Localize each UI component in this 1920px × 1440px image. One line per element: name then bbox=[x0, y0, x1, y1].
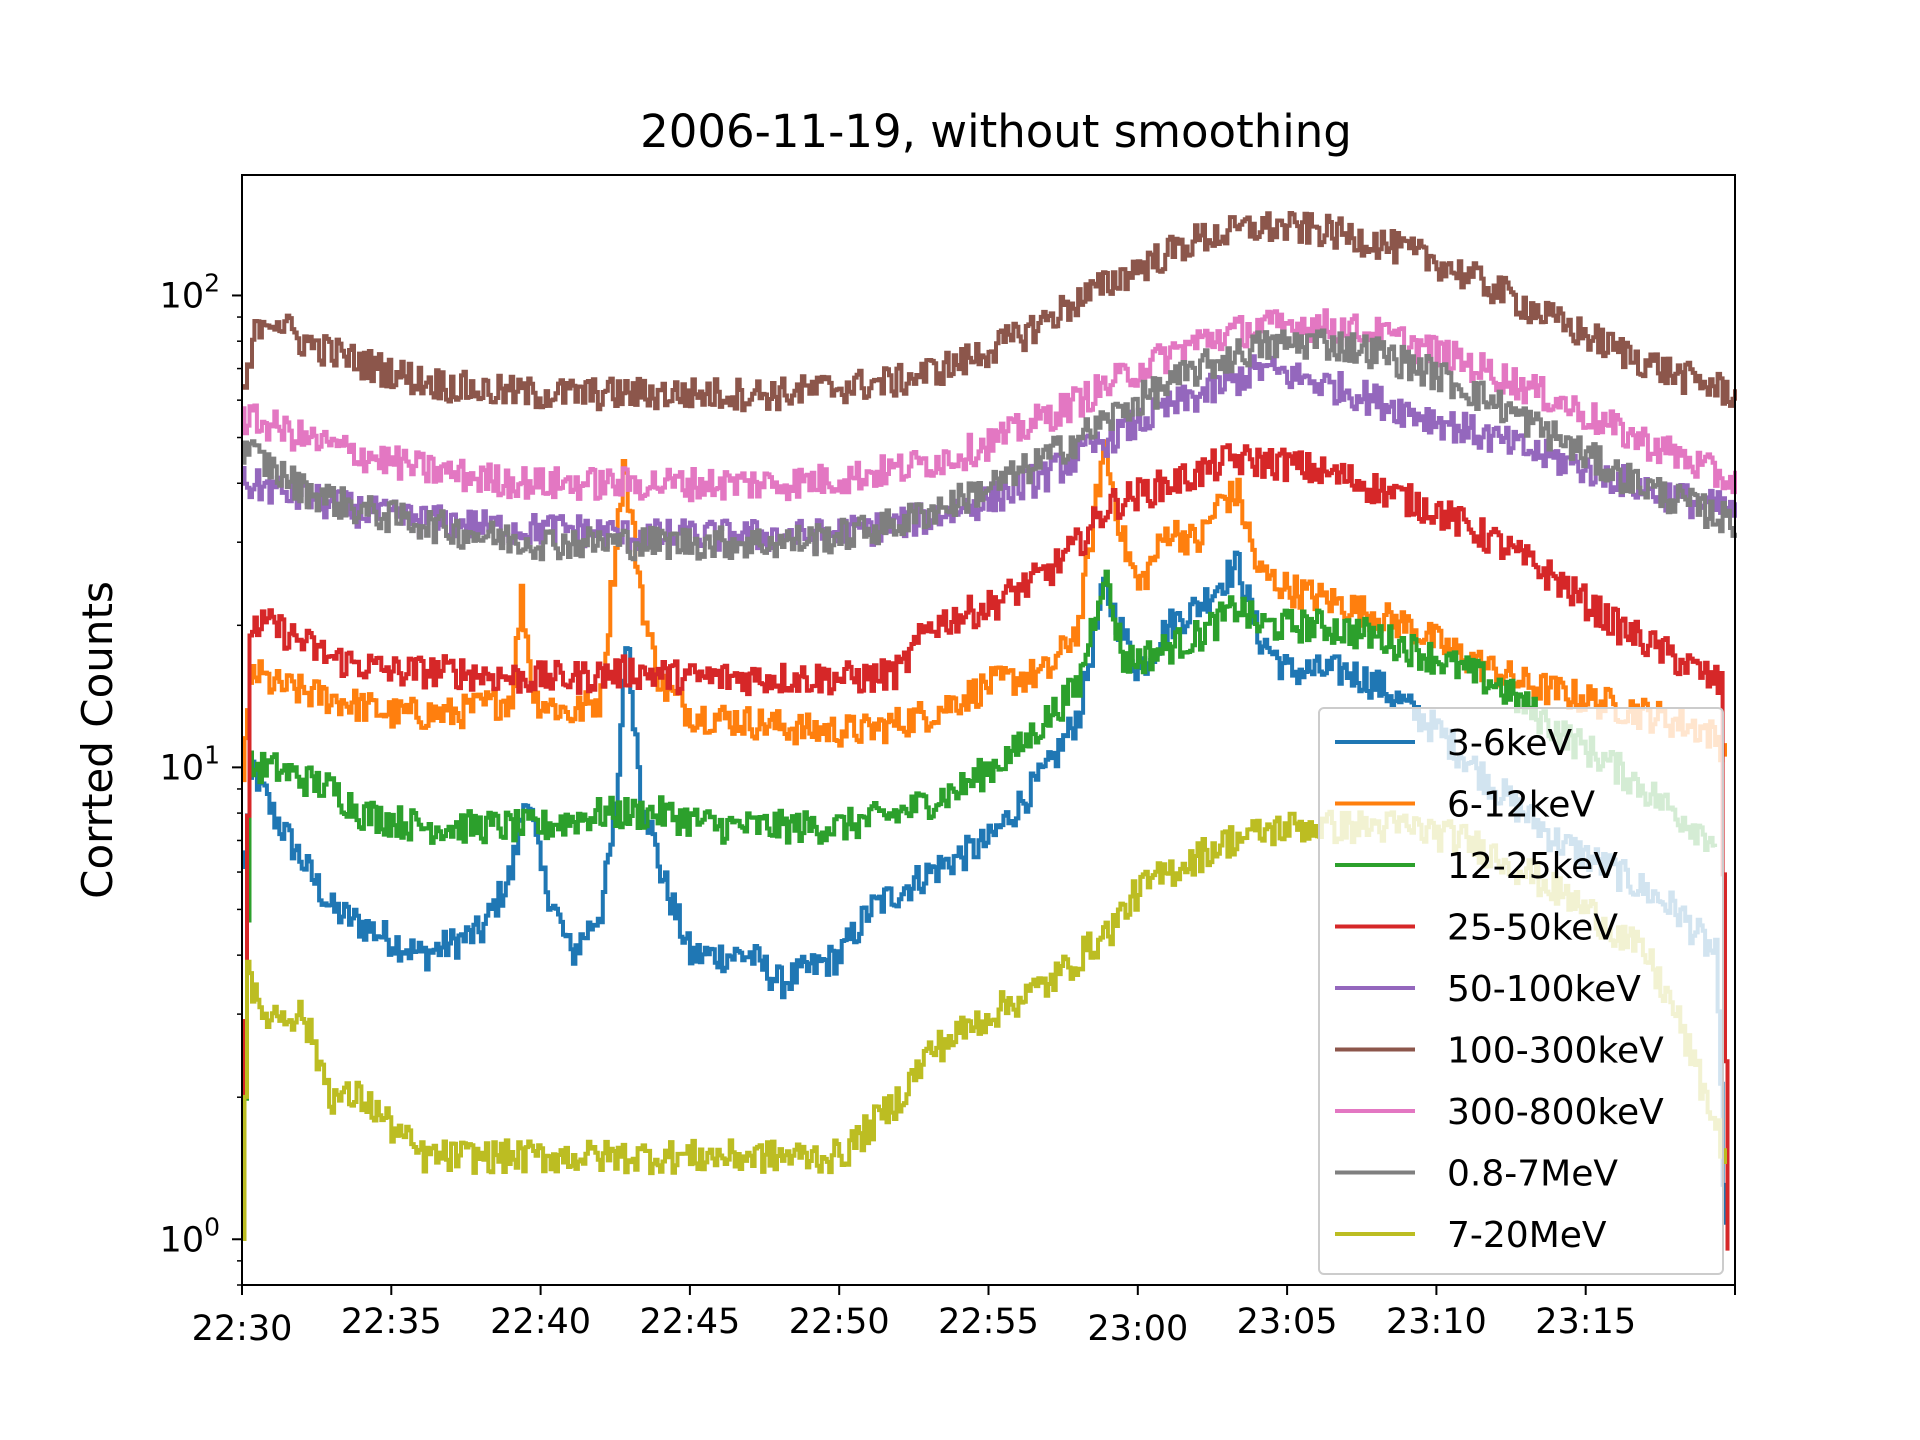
legend-label: 3-6keV bbox=[1447, 723, 1573, 764]
x-tick-label: 23:10 bbox=[1386, 1302, 1487, 1342]
x-tick-label: 22:30 bbox=[192, 1309, 293, 1349]
legend-label: 0.8-7MeV bbox=[1447, 1154, 1618, 1195]
series-line-12-25keV bbox=[242, 569, 1718, 1230]
legend-label: 300-800keV bbox=[1447, 1092, 1664, 1133]
x-tick-label: 22:35 bbox=[341, 1302, 442, 1342]
y-tick-label: 100 bbox=[160, 1212, 220, 1260]
y-tick-label: 101 bbox=[160, 740, 220, 788]
series-layer bbox=[242, 211, 1737, 1251]
x-tick-label: 22:55 bbox=[938, 1302, 1039, 1342]
series-line-25-50keV bbox=[242, 443, 1730, 1251]
series-line-300-800keV bbox=[242, 308, 1737, 503]
legend-label: 100-300keV bbox=[1447, 1031, 1664, 1072]
x-tick-label: 22:45 bbox=[639, 1302, 740, 1342]
y-tick-label: 102 bbox=[160, 268, 220, 316]
x-tick-label: 22:50 bbox=[789, 1302, 890, 1342]
legend-label: 6-12keV bbox=[1447, 785, 1595, 826]
x-tick-label: 22:40 bbox=[490, 1302, 591, 1342]
series-line-50-100keV bbox=[242, 354, 1737, 554]
chart-title: 2006-11-19, without smoothing bbox=[640, 105, 1352, 158]
x-tick-label: 23:05 bbox=[1237, 1302, 1338, 1342]
series-line-0.8-7MeV bbox=[242, 328, 1737, 562]
x-tick-label: 23:15 bbox=[1535, 1302, 1636, 1342]
y-axis: 100 101 102 bbox=[160, 268, 242, 1286]
series-line-6-12keV bbox=[242, 439, 1727, 783]
x-tick-label: 23:00 bbox=[1087, 1309, 1188, 1349]
x-axis: 22:30 22:35 22:40 22:45 22:50 22:55 23:00 23:05… bbox=[192, 1285, 1736, 1349]
legend-label: 7-20MeV bbox=[1447, 1215, 1607, 1256]
legend-label: 12-25keV bbox=[1447, 846, 1618, 887]
legend-label: 25-50keV bbox=[1447, 908, 1618, 949]
series-line-100-300keV bbox=[242, 211, 1737, 413]
legend-label: 50-100keV bbox=[1447, 969, 1641, 1010]
legend-box bbox=[1318, 707, 1724, 1275]
legend: 3-6keV 6-12keV 12-25keV 25-50keV 50-100keV 10… bbox=[1318, 707, 1724, 1275]
y-axis-label: Corrted Counts bbox=[73, 581, 122, 899]
